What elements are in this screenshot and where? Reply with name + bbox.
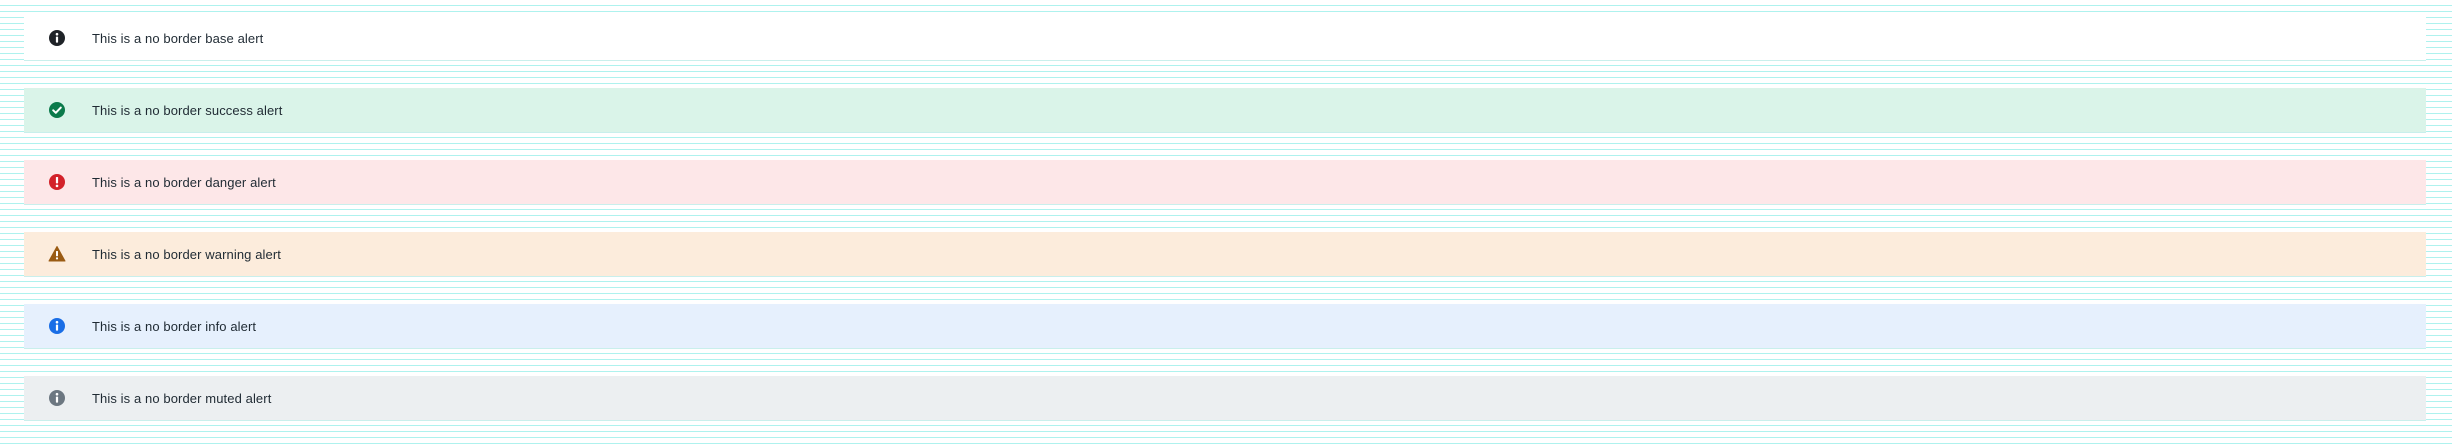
alert-message: This is a no border danger alert	[92, 174, 276, 190]
alert-message: This is a no border base alert	[92, 30, 264, 46]
alert-message: This is a no border info alert	[92, 318, 257, 334]
alert-message: This is a no border success alert	[92, 102, 283, 118]
info-icon	[48, 389, 66, 407]
alert-info: This is a no border info alert	[24, 304, 2426, 348]
info-icon	[48, 317, 66, 335]
alert-stack: This is a no border base alert This is a…	[24, 16, 2426, 420]
exclamation-circle-icon	[48, 173, 66, 191]
alert-muted: This is a no border muted alert	[24, 376, 2426, 420]
check-circle-icon	[48, 101, 66, 119]
alert-warning: This is a no border warning alert	[24, 232, 2426, 276]
alert-message: This is a no border muted alert	[92, 390, 272, 406]
alert-success: This is a no border success alert	[24, 88, 2426, 132]
alert-message: This is a no border warning alert	[92, 246, 282, 262]
info-icon	[48, 29, 66, 47]
alert-danger: This is a no border danger alert	[24, 160, 2426, 204]
alert-base: This is a no border base alert	[24, 16, 2426, 60]
warning-triangle-icon	[48, 245, 66, 263]
